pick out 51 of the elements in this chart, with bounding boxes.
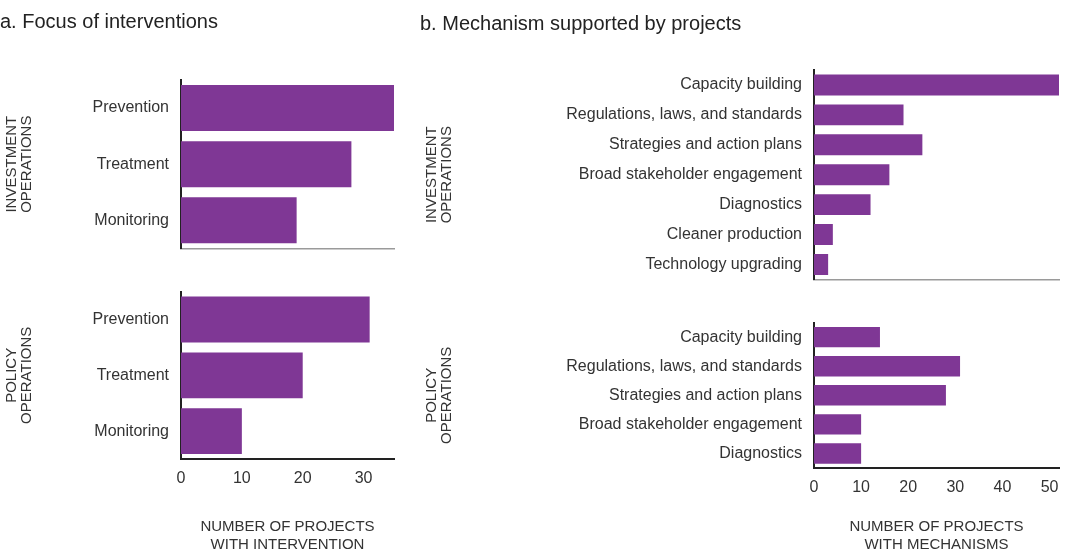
x-tick-label: 30 xyxy=(354,469,373,487)
y-tick-label: Prevention xyxy=(92,309,169,327)
x-tick-label: 10 xyxy=(852,478,871,496)
x-tick-label: 30 xyxy=(946,478,965,496)
bar xyxy=(814,356,961,377)
bar xyxy=(814,164,890,186)
x-tick-label: 10 xyxy=(232,469,251,487)
x-tick-label: 0 xyxy=(176,469,186,487)
y-tick-label: Capacity building xyxy=(680,327,802,345)
y-tick-label: Broad stakeholder engagement xyxy=(578,414,803,432)
x-tick-label: 40 xyxy=(993,478,1012,496)
x-tick-label: 20 xyxy=(899,478,918,496)
chart-title: a. Focus of interventions xyxy=(0,9,218,32)
bar xyxy=(814,74,1059,96)
y-tick-label: Treatment xyxy=(96,154,170,172)
y-tick-label: Treatment xyxy=(96,365,170,383)
y-tick-label: Monitoring xyxy=(94,421,169,439)
x-tick-label: 20 xyxy=(293,469,312,487)
y-axis-title: INVESTMENT OPERATIONS xyxy=(421,126,454,224)
bar xyxy=(814,104,904,126)
y-tick-label: Technology upgrading xyxy=(645,254,802,272)
y-tick-label: Regulations, laws, and standards xyxy=(566,356,802,374)
y-axis-title: POLICY OPERATIONS xyxy=(421,346,454,444)
y-tick-label: Regulations, laws, and standards xyxy=(566,105,802,123)
text: b. Mechanism supported by projects xyxy=(420,11,742,34)
y-tick-label: Cleaner production xyxy=(666,224,802,242)
bar xyxy=(814,443,862,464)
y-tick-label: Broad stakeholder engagement xyxy=(578,165,803,183)
x-axis-title: NUMBER OF PROJECTS WITH INTERVENTION xyxy=(200,517,375,553)
bar xyxy=(814,414,862,435)
y-tick-label: Diagnostics xyxy=(719,195,802,213)
y-tick-label: Prevention xyxy=(92,98,169,116)
y-tick-label: Strategies and action plans xyxy=(608,385,802,403)
y-axis-title: POLICY OPERATIONS xyxy=(1,326,34,424)
bar xyxy=(181,408,242,454)
bar xyxy=(814,385,946,406)
y-axis-title: INVESTMENT OPERATIONS xyxy=(1,115,34,213)
x-tick-label: 50 xyxy=(1040,478,1059,496)
y-tick-label: Monitoring xyxy=(94,210,169,228)
y-tick-label: Capacity building xyxy=(680,75,802,93)
bar xyxy=(814,194,871,216)
bar xyxy=(814,326,880,348)
bar xyxy=(181,296,370,343)
bar xyxy=(814,224,833,245)
x-axis-title: NUMBER OF PROJECTS WITH MECHANISMS xyxy=(849,517,1024,553)
bar xyxy=(814,134,923,156)
y-tick-label: Diagnostics xyxy=(719,443,802,461)
bar xyxy=(814,253,829,275)
bar xyxy=(181,352,303,399)
x-tick-label: 0 xyxy=(809,478,819,496)
y-tick-label: Strategies and action plans xyxy=(608,135,802,153)
